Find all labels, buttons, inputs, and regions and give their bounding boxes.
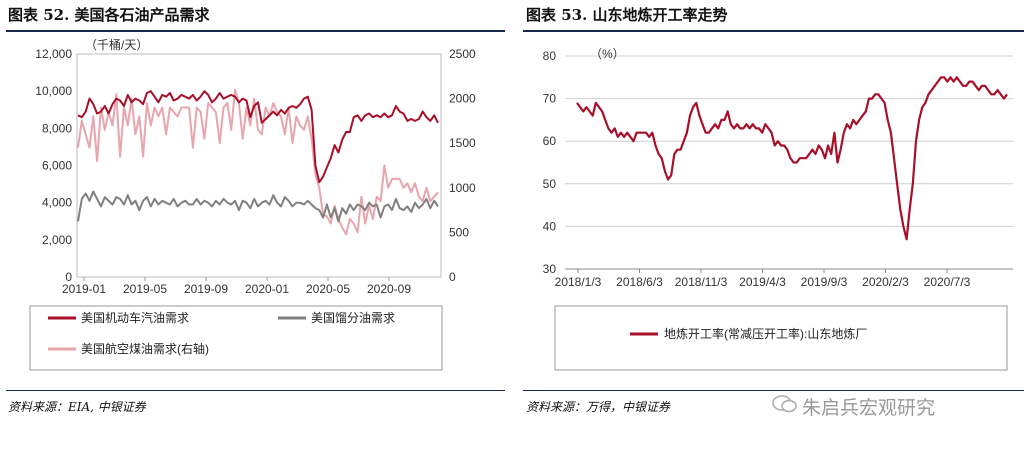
left-series-line-2 [77,88,439,236]
left-y-tick: 2,000 [42,233,72,247]
left-y-tick: 6,000 [42,159,72,173]
left-series-line-0 [77,90,439,184]
left-y-tick: 10,000 [35,84,72,98]
left-x-tick: 2020-05 [306,282,350,296]
right-chart: 30 40 50 60 70 80 （%） 2018/1/3 2018/6/3 2018/11/3… [543,47,1013,371]
right-unit-label: （%） [590,47,625,61]
left-source-rule [6,390,505,391]
right-x-tick: 2020/7/3 [924,275,971,289]
left-chart-title: 图表 52. 美国各石油产品需求 [8,6,210,24]
right-source: 资料来源：万得，中银证券 [526,400,671,414]
right-axis-y-tick: 2500 [449,47,476,61]
left-legend-label-0: 美国机动车汽油需求 [81,310,189,325]
left-legend-box [29,305,443,371]
right-axis-y-tick: 1500 [449,136,476,150]
right-chart-title: 图表 53. 山东地炼开工率走势 [526,6,728,24]
left-source: 资料来源：EIA, 中银证券 [8,400,146,414]
right-y-tick: 60 [543,134,557,148]
right-source-rule [523,390,1024,391]
right-y-tick: 70 [543,92,557,106]
left-x-tick: 2019-05 [123,282,167,296]
left-title-rule [6,30,505,32]
left-y-tick: 8,000 [42,121,72,135]
left-x-tick: 2019-09 [184,282,228,296]
left-y-tick: 12,000 [35,47,72,61]
wechat-icon [772,395,797,413]
right-x-tick: 2018/6/3 [616,275,663,289]
right-legend-box [554,305,1008,371]
left-plot-frame [76,53,442,278]
right-y-tick: 80 [543,49,557,63]
left-legend-label-1: 美国馏分油需求 [311,311,395,325]
right-x-tick: 2019/4/3 [739,275,786,289]
right-axis-y-tick: 0 [449,270,456,284]
right-y-tick: 30 [543,262,557,276]
right-axis-y-tick: 1000 [449,181,476,195]
left-unit-label: （千桶/天） [85,37,148,52]
right-title-rule [523,30,1024,32]
right-y-tick: 40 [543,219,557,233]
right-x-tick: 2019/9/3 [801,275,848,289]
left-x-tick: 2019-01 [62,282,106,296]
right-x-tick: 2018/11/3 [675,275,728,289]
right-series-line [576,76,1008,241]
right-legend-label: 地炼开工率(常减压开工率):山东地炼厂 [664,326,867,341]
right-axis-y-tick: 500 [449,225,469,239]
left-x-tick: 2020-09 [367,282,411,296]
left-y-tick: 4,000 [42,196,72,210]
right-x-tick: 2020/2/3 [862,275,909,289]
left-legend-label-2: 美国航空煤油需求(右轴) [81,341,209,356]
left-x-tick: 2020-01 [245,282,289,296]
left-series-line-1 [77,190,439,223]
watermark-text: 朱启兵宏观研究 [802,397,936,419]
right-x-tick: 2018/1/3 [555,275,602,289]
left-y-tick: 0 [65,270,72,284]
right-y-tick: 50 [543,177,557,191]
left-chart: （千桶/天） 0 2,000 4,000 6,000 8,000 10,000 12,000 0… [29,37,476,371]
right-axis-y-tick: 2000 [449,92,476,106]
